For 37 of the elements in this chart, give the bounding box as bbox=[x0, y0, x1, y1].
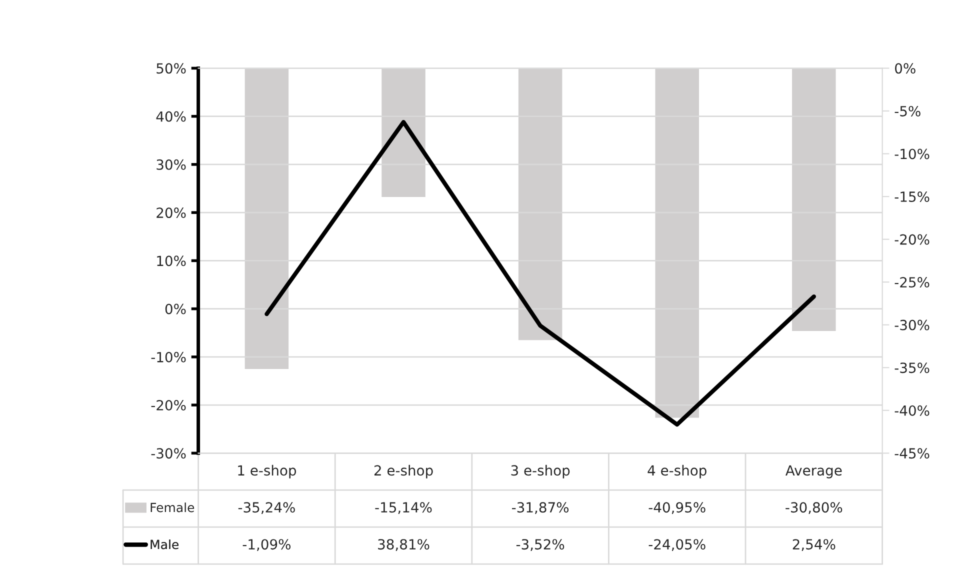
y2-tick-label: -30% bbox=[894, 320, 930, 330]
data-label: -15,14% bbox=[375, 502, 432, 514]
y-tick-label: -20% bbox=[151, 400, 186, 411]
y2-tick-label: -5% bbox=[894, 106, 920, 116]
y2-tick-label: -40% bbox=[894, 405, 930, 416]
y2-tick-label: -20% bbox=[894, 234, 930, 245]
y2-tick-label: -35% bbox=[894, 362, 930, 374]
data-label: 38,81% bbox=[378, 539, 430, 551]
data-label: -35,24% bbox=[238, 502, 295, 514]
legend-label: Female bbox=[150, 502, 194, 512]
x-tick-label: 2 e-shop bbox=[374, 464, 433, 478]
y2-tick-label: -25% bbox=[894, 277, 930, 288]
y-tick-label: 50% bbox=[156, 63, 186, 74]
data-label: 2,54% bbox=[792, 539, 836, 551]
y2-tick-label: -10% bbox=[894, 148, 930, 160]
x-tick-label: Average bbox=[786, 465, 842, 478]
x-tick-label: 3 e-shop bbox=[511, 464, 570, 478]
y2-tick-label: 0% bbox=[895, 63, 916, 74]
y-tick-label: 20% bbox=[156, 208, 186, 218]
y-tick-label: 0% bbox=[165, 304, 186, 314]
data-label: -24,05% bbox=[648, 539, 706, 551]
line-series bbox=[264, 120, 816, 427]
legend-label: Male bbox=[150, 539, 178, 550]
x-tick-label: 4 e-shop bbox=[648, 464, 706, 478]
y-tick-label: 10% bbox=[157, 256, 186, 266]
y2-tick-label: -45% bbox=[894, 448, 930, 459]
y-tick-label: -30% bbox=[151, 448, 186, 459]
x-tick-label: 1 e-shop bbox=[238, 464, 296, 478]
y2-tick-label: -15% bbox=[894, 191, 930, 202]
y-tick-label: 30% bbox=[156, 159, 186, 170]
data-label: -3,52% bbox=[516, 539, 564, 551]
y-tick-label: -10% bbox=[151, 352, 186, 362]
data-label: -31,87% bbox=[512, 502, 569, 514]
data-label: -1,09% bbox=[242, 539, 291, 551]
data-label: -40,95% bbox=[648, 502, 706, 514]
data-label: -30,80% bbox=[786, 502, 842, 514]
y-tick-label: 40% bbox=[156, 111, 186, 122]
